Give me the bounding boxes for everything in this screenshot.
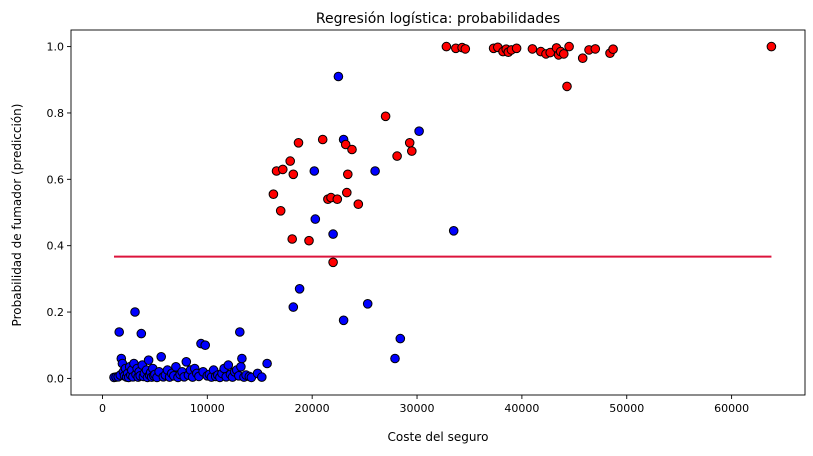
data-point-blue (288, 302, 299, 312)
data-point-blue (370, 166, 380, 176)
data-point-red (293, 138, 304, 148)
data-point-red (527, 44, 538, 54)
x-tick-label: 0 (99, 402, 106, 415)
data-point-blue (200, 340, 210, 351)
data-point-blue (223, 360, 234, 370)
x-tick-label: 40000 (504, 402, 539, 415)
data-point-red (275, 206, 286, 216)
plot-area (70, 29, 806, 396)
data-point-blue (136, 328, 147, 339)
data-point-red (608, 44, 618, 55)
data-point-blue (310, 214, 321, 224)
y-tick-label: 0.6 (47, 173, 65, 186)
data-point-red (577, 53, 588, 64)
data-point-red (287, 234, 298, 244)
data-point-red (278, 164, 288, 175)
y-tick-label: 0.2 (47, 306, 65, 319)
data-point-red (460, 44, 471, 54)
x-tick-label: 10000 (190, 402, 225, 415)
data-point-red (285, 156, 296, 166)
y-tick-label: 1.0 (47, 41, 65, 54)
data-point-blue (338, 315, 349, 326)
data-point-blue (395, 333, 406, 344)
data-point-red (304, 235, 314, 246)
data-point-blue (294, 284, 305, 294)
x-tick-label: 60000 (714, 402, 749, 415)
data-point-blue (235, 327, 245, 337)
data-point-red (353, 199, 364, 209)
data-point-red (404, 138, 415, 148)
data-point-blue (257, 372, 267, 382)
data-point-red (562, 81, 572, 92)
data-point-red (559, 49, 569, 59)
x-tick-label: 50000 (609, 402, 644, 415)
data-point-red (332, 194, 343, 204)
y-tick-label: 0.4 (47, 240, 65, 253)
data-point-red (328, 257, 338, 268)
x-tick-label: 20000 (295, 402, 330, 415)
data-point-red (392, 151, 402, 161)
data-point-red (317, 134, 328, 145)
x-tick-label: 30000 (400, 402, 435, 415)
data-point-red (441, 41, 452, 52)
data-point-blue (333, 71, 344, 82)
data-point-blue (114, 327, 124, 337)
data-point-red (347, 144, 357, 155)
data-point-red (407, 146, 417, 156)
y-axis-label: Probabilidad de fumador (predicción) (10, 104, 24, 327)
data-point-blue (390, 353, 400, 364)
data-point-red (340, 139, 351, 150)
data-point-red (511, 43, 522, 54)
data-point-blue (309, 166, 320, 176)
data-point-blue (262, 358, 272, 369)
data-point-blue (328, 229, 338, 239)
data-point-blue (181, 357, 192, 367)
data-point-blue (171, 362, 181, 372)
data-point-red (288, 169, 299, 180)
y-tick-label: 0.0 (47, 372, 65, 385)
y-tick-label: 0.8 (47, 107, 65, 120)
data-point-blue (448, 226, 459, 236)
data-point-red (564, 41, 574, 52)
data-point-red (766, 41, 777, 52)
data-point-blue (236, 362, 246, 372)
data-point-blue (130, 307, 140, 317)
data-point-red (343, 169, 353, 180)
data-points (109, 41, 777, 383)
chart-title: Regresión logística: probabilidades (316, 11, 560, 27)
data-point-blue (237, 353, 247, 364)
data-point-red (342, 187, 352, 198)
axis-ticks: 0 10000 20000 30000 40000 50000 60000 0.0 0.2 0.4… (47, 41, 750, 415)
data-point-blue (143, 355, 154, 366)
data-point-blue (362, 299, 373, 309)
data-point-blue (156, 352, 166, 362)
x-axis-label: Coste del seguro (388, 430, 489, 444)
data-point-red (380, 111, 391, 122)
data-point-red (590, 44, 601, 54)
data-point-red (268, 189, 279, 199)
data-point-blue (414, 126, 424, 136)
